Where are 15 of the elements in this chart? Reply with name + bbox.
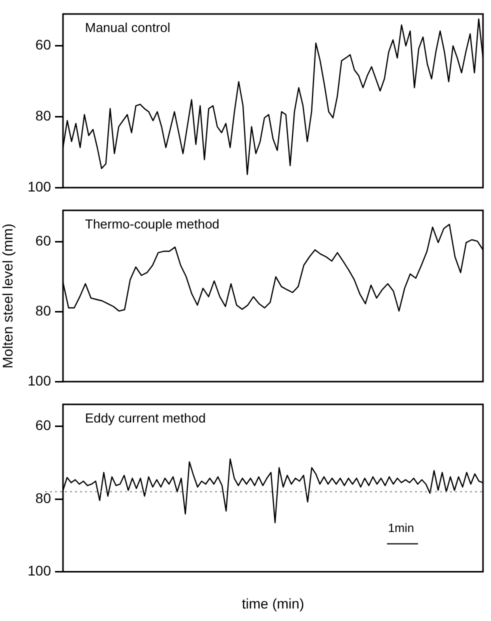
y-tick-label: 80 — [35, 302, 52, 319]
y-tick-label: 80 — [35, 490, 52, 506]
y-tick-label: 100 — [28, 562, 52, 579]
y-tick-label: 80 — [35, 108, 52, 124]
y-axis-title: Molten steel level (mm) — [0, 224, 16, 368]
y-tick-label: 60 — [35, 36, 52, 53]
text: Eddy current method — [85, 410, 206, 426]
annotation: 1min — [388, 520, 414, 535]
text: Thermo-couple method — [85, 216, 220, 232]
y-tick-label: 60 — [35, 232, 52, 249]
x-axis-title: time (min) — [242, 595, 304, 612]
y-tick-label: 60 — [35, 417, 52, 434]
y-tick-label: 100 — [28, 178, 52, 194]
text: Manual control — [85, 20, 170, 36]
y-tick-label: 100 — [28, 372, 52, 388]
